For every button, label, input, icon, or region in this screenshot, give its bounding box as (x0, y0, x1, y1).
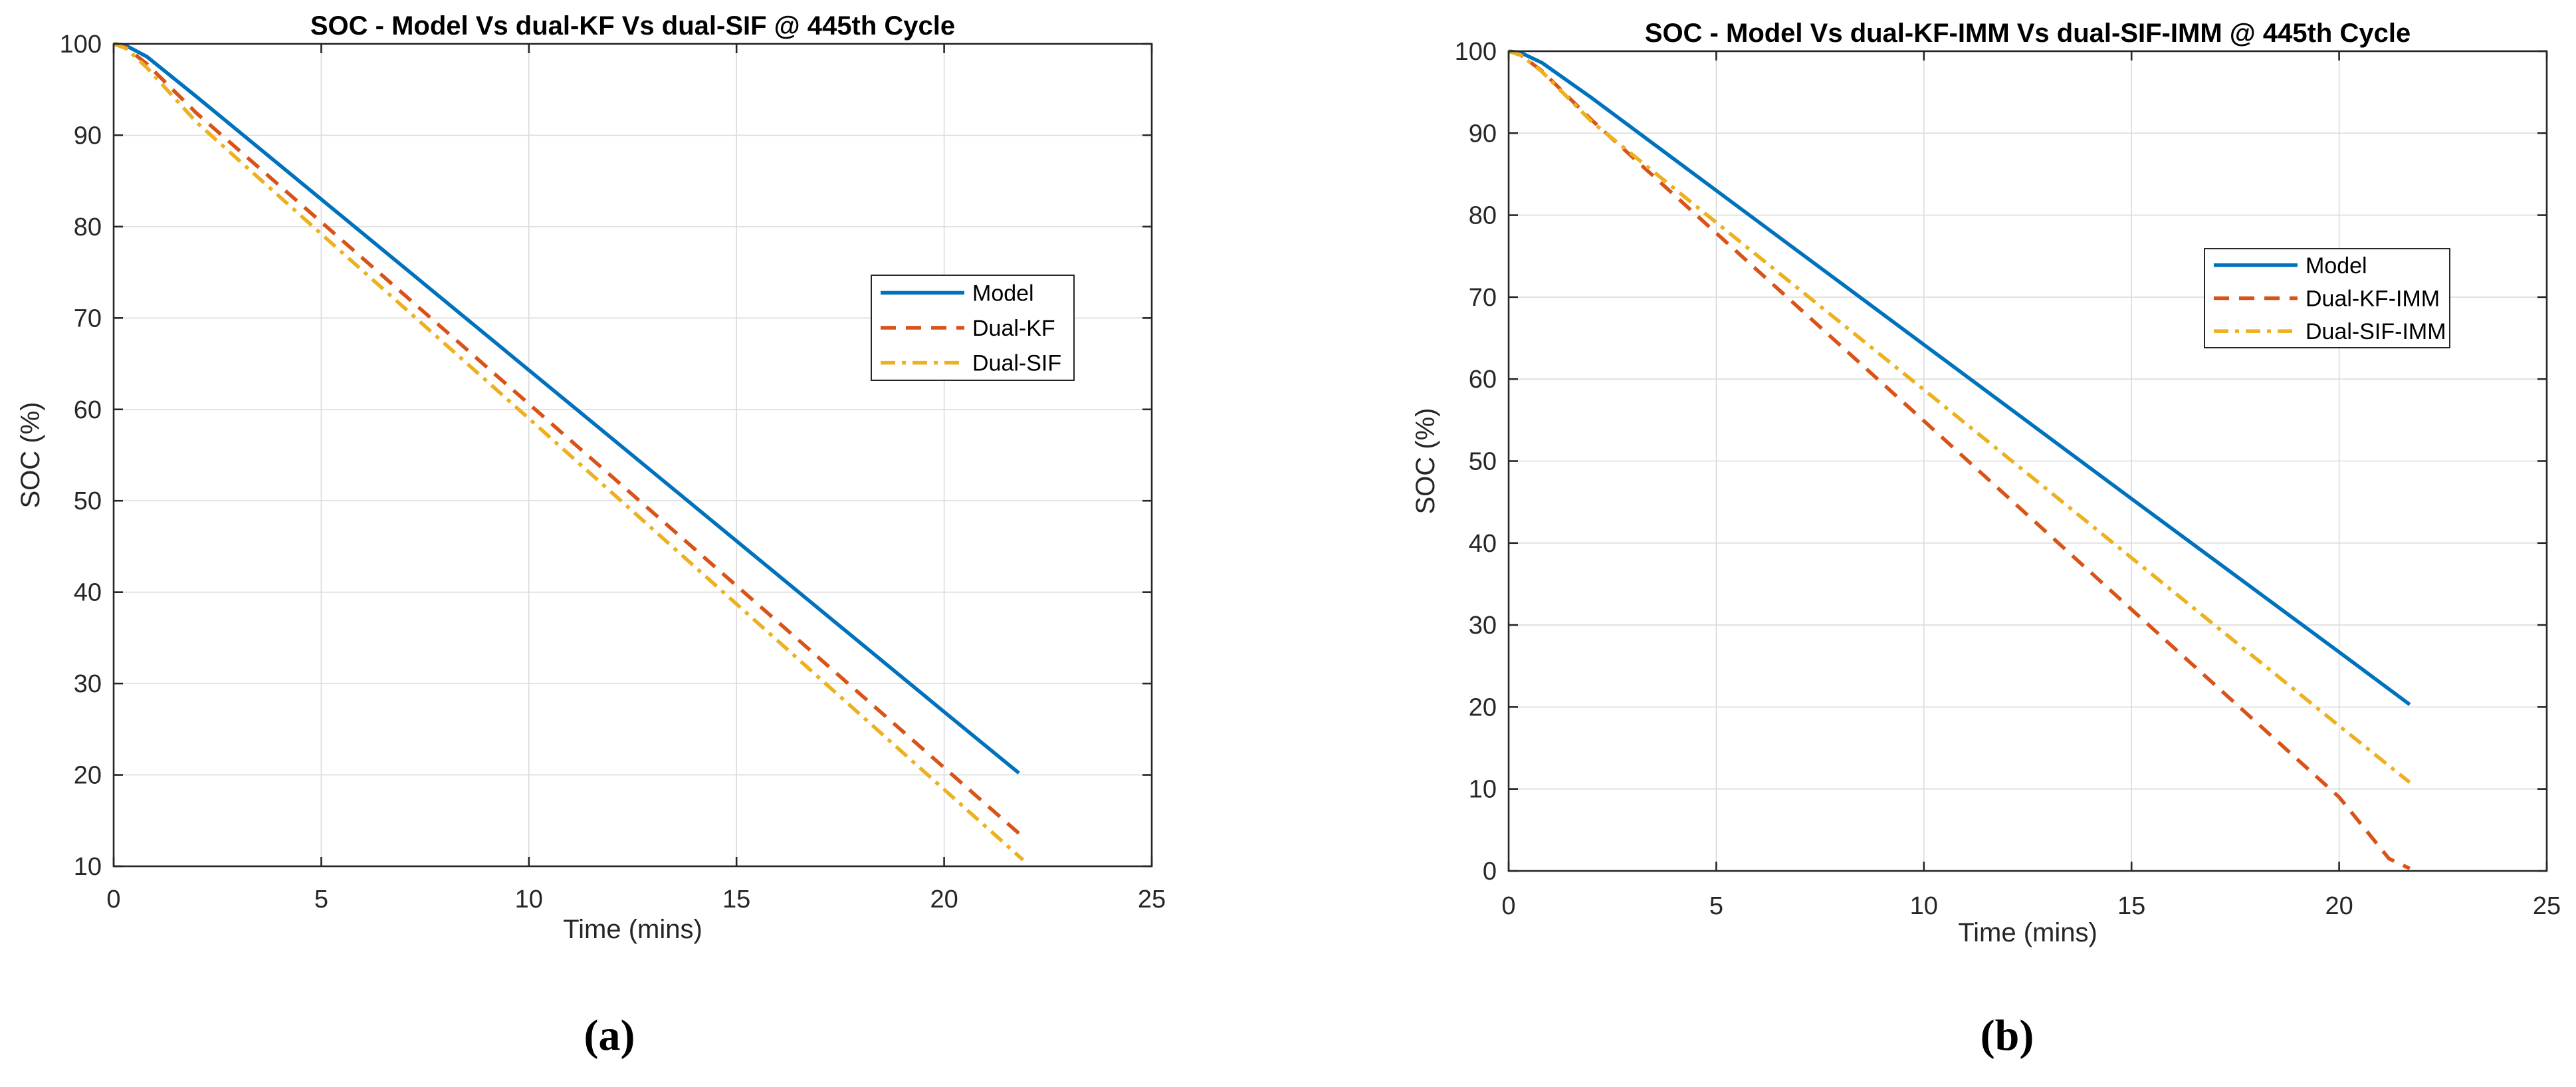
y-tick-label: 40 (74, 579, 102, 607)
legend-label-dual-kf: Dual-KF (972, 316, 1055, 341)
x-axis-label: Time (mins) (563, 915, 702, 944)
x-tick-label: 20 (2325, 892, 2353, 920)
caption-a: (a) (584, 1011, 635, 1060)
y-tick-label: 90 (1469, 120, 1497, 148)
legend-label-dual-sif-imm: Dual-SIF-IMM (2306, 319, 2446, 344)
chart-title: SOC - Model Vs dual-KF-IMM Vs dual-SIF-I… (1645, 19, 2411, 48)
x-tick-label: 25 (2533, 892, 2561, 920)
series-line-dual-sif-imm (1508, 49, 2411, 784)
y-tick-label: 20 (74, 762, 102, 790)
y-tick-label: 30 (74, 670, 102, 698)
series-line-dual-sif (113, 42, 1025, 862)
legend-label-model: Model (2306, 253, 2367, 279)
y-tick-label: 80 (1469, 202, 1497, 230)
x-tick-label: 15 (722, 886, 750, 913)
soc-chart-a-canvas: 0 5 10 15 20 25 10 20 30 40 50 60 70 80 90 100 SOC - Mod… (16, 11, 1166, 944)
x-tick-label: 0 (1501, 892, 1515, 920)
x-tick-label: 0 (106, 886, 120, 913)
series-line-dual-kf (113, 42, 1025, 839)
y-tick-label: 10 (74, 853, 102, 881)
y-tick-label: 0 (1483, 858, 1497, 886)
x-tick-label: 5 (1709, 892, 1723, 920)
y-tick-label: 100 (60, 31, 102, 59)
series-line-model (1508, 49, 2411, 706)
x-tick-label: 15 (2117, 892, 2145, 920)
y-tick-label: 50 (74, 487, 102, 515)
series-line-model (113, 42, 1020, 775)
caption-b: (b) (1980, 1011, 2034, 1060)
y-tick-label: 40 (1469, 530, 1497, 558)
figure-panel-a: 0 5 10 15 20 25 10 20 30 40 50 60 70 80 90 100 SOC - Mod… (16, 11, 1166, 1060)
y-tick-label: 60 (74, 396, 102, 424)
series-line-dual-kf-imm (1508, 49, 2411, 870)
y-tick-label: 30 (1469, 612, 1497, 640)
figure-panel-b: 0 5 10 15 20 25 0 10 20 30 40 50 60 70 80 90 100 SOC - Mo… (1288, 0, 2576, 1087)
plot-box (112, 43, 1153, 868)
y-axis-label: SOC (%) (1411, 408, 1440, 515)
y-tick-label: 20 (1469, 693, 1497, 721)
y-tick-label: 70 (1469, 284, 1497, 312)
x-tick-label: 10 (1910, 892, 1938, 920)
x-tick-label: 10 (515, 886, 543, 913)
y-tick-label: 80 (74, 213, 102, 241)
y-tick-label: 100 (1455, 38, 1497, 66)
x-tick-label: 5 (314, 886, 328, 913)
y-tick-label: 70 (74, 304, 102, 332)
legend-label-dual-kf-imm: Dual-KF-IMM (2306, 287, 2440, 312)
y-axis-label: SOC (%) (16, 402, 45, 509)
x-axis-label: Time (mins) (1958, 918, 2097, 947)
y-tick-label: 90 (74, 122, 102, 150)
y-tick-label: 50 (1469, 448, 1497, 476)
x-tick-label: 25 (1138, 886, 1166, 913)
y-tick-label: 10 (1469, 776, 1497, 804)
soc-chart-b-canvas: 0 5 10 15 20 25 0 10 20 30 40 50 60 70 80 90 100 SOC - Mo… (1411, 19, 2561, 947)
legend-label-dual-sif: Dual-SIF (972, 351, 1061, 376)
x-tick-label: 20 (930, 886, 958, 913)
chart-title: SOC - Model Vs dual-KF Vs dual-SIF @ 445… (310, 11, 955, 41)
legend-label-model: Model (972, 281, 1034, 306)
y-tick-label: 60 (1469, 366, 1497, 394)
